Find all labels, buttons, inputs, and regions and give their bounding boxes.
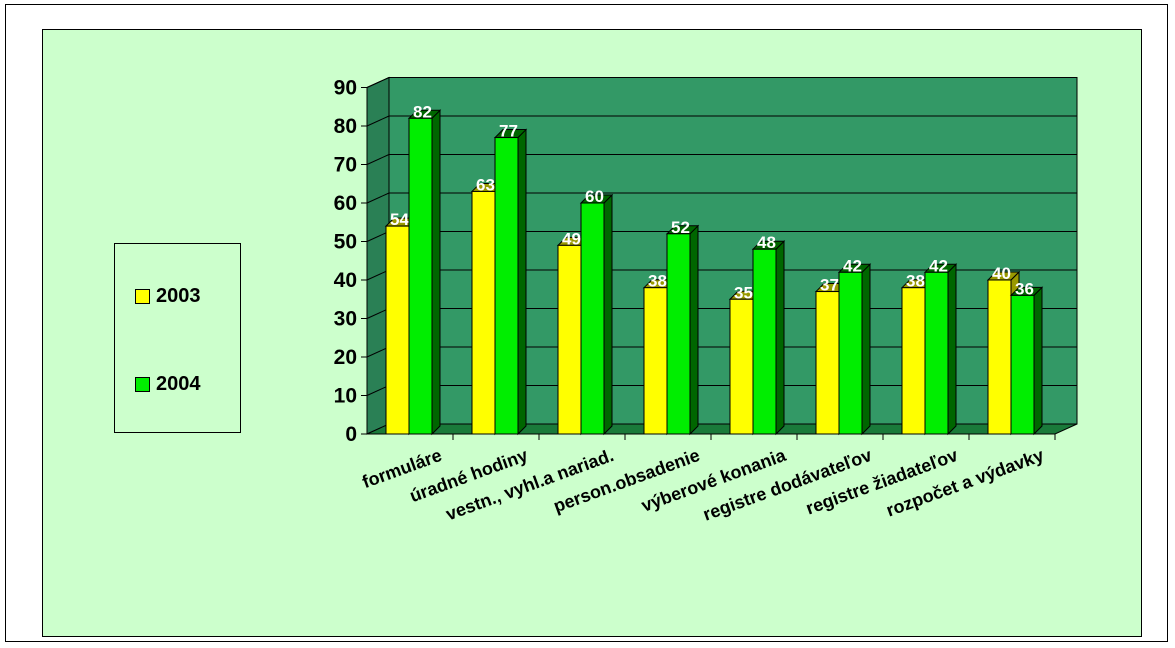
legend-label-2003: 2003: [156, 284, 201, 307]
gridline-side: [366, 231, 390, 242]
y-tick-label: 30: [334, 308, 357, 331]
y-tick-label: 40: [334, 269, 357, 292]
data-label-2004: 82: [413, 102, 432, 121]
bar-side-2004: [775, 239, 785, 436]
gridline-side: [366, 269, 390, 281]
y-tick-label: 60: [334, 192, 357, 215]
y-tick-label: 0: [345, 423, 357, 446]
gridline-side: [366, 346, 390, 358]
y-tick-label: 80: [334, 115, 357, 138]
data-label-2003: 40: [992, 264, 1011, 283]
bar-2003: [643, 287, 668, 435]
legend: 2003 2004: [114, 243, 241, 433]
bar-2003: [901, 287, 926, 435]
bar-side-2004: [861, 263, 871, 436]
bar-2003: [385, 225, 410, 435]
gridline-side: [366, 385, 390, 396]
bar-2004: [580, 202, 605, 435]
data-label-2003: 38: [648, 272, 667, 291]
gridline-side: [366, 154, 390, 165]
chart-frame: 0 10 20 30 40 50 60 70 80 90 54 82 formuláre 63 77 úrad…: [5, 4, 1168, 642]
bar-2004: [924, 271, 949, 435]
y-tick-label: 90: [334, 77, 357, 100]
bar-2003: [987, 279, 1012, 435]
legend-label-2004: 2004: [156, 372, 201, 395]
bar-2003: [729, 298, 754, 435]
data-label-2004: 77: [499, 122, 518, 141]
gridline-side: [366, 115, 390, 127]
bar-side-2004: [689, 224, 699, 436]
data-label-2004: 60: [585, 187, 604, 206]
gridline-side: [366, 192, 390, 204]
data-label-2004: 36: [1015, 279, 1034, 298]
y-tick-label: 50: [334, 231, 357, 254]
bar-2003: [815, 291, 840, 435]
data-label-2004: 48: [757, 233, 776, 252]
data-label-2003: 38: [906, 272, 925, 291]
y-tick-label: 70: [334, 154, 357, 177]
bar-side-2004: [1033, 286, 1043, 436]
bar-2004: [752, 248, 777, 435]
data-label-2003: 49: [562, 229, 581, 248]
bar-side-2004: [431, 109, 441, 436]
legend-item-2003: 2003: [135, 284, 201, 308]
legend-item-2004: 2004: [135, 372, 201, 396]
bar-chart: 01020304050607080905482formuláre6377úrad…: [334, 77, 1078, 525]
data-label-2003: 63: [476, 175, 495, 194]
data-label-2003: 54: [390, 210, 409, 229]
data-label-2003: 37: [820, 276, 839, 295]
legend-swatch-2004: [135, 376, 150, 392]
bar-2004: [666, 233, 691, 435]
bar-2003: [557, 244, 582, 435]
bar-2003: [471, 190, 496, 435]
bar-2004: [838, 271, 863, 435]
bar-side-2004: [947, 263, 957, 436]
bar-2004: [494, 137, 519, 435]
bar-side-2004: [603, 193, 613, 436]
data-label-2004: 52: [671, 218, 690, 237]
bar-2004: [1010, 294, 1035, 435]
data-label-2004: 42: [843, 256, 862, 275]
bar-side-2004: [517, 128, 527, 436]
y-tick-label: 10: [334, 385, 357, 408]
y-tick-label: 20: [334, 346, 357, 369]
bar-2004: [408, 117, 433, 435]
chart-area: 0 10 20 30 40 50 60 70 80 90 54 82 formuláre 63 77 úrad…: [42, 29, 1142, 637]
gridline-side: [366, 308, 390, 319]
data-label-2004: 42: [929, 256, 948, 275]
legend-swatch-2003: [135, 288, 150, 304]
gridline-side: [366, 77, 390, 88]
data-label-2003: 35: [734, 283, 753, 302]
x-category-label: person.obsadenie: [551, 445, 703, 516]
